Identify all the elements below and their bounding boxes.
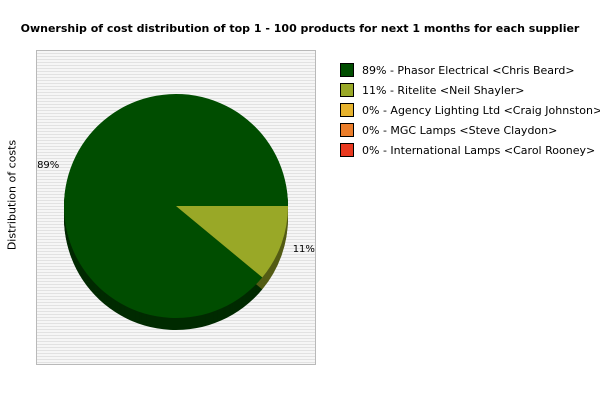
legend-swatch <box>340 63 354 77</box>
legend-label: 11% - Ritelite <Neil Shayler> <box>362 83 525 97</box>
chart-title: Ownership of cost distribution of top 1 … <box>20 22 580 35</box>
pie-chart: 89% 11% <box>37 94 315 331</box>
legend-label: 0% - Agency Lighting Ltd <Craig Johnston… <box>362 103 600 117</box>
legend-label: 0% - MGC Lamps <Steve Claydon> <box>362 123 558 137</box>
legend-item: 11% - Ritelite <Neil Shayler> <box>340 80 600 100</box>
legend-item: 0% - International Lamps <Carol Rooney> <box>340 140 600 160</box>
legend-item: 0% - Agency Lighting Ltd <Craig Johnston… <box>340 100 600 120</box>
legend-swatch <box>340 83 354 97</box>
slice-label: 11% <box>293 244 315 255</box>
legend-item: 89% - Phasor Electrical <Chris Beard> <box>340 60 600 80</box>
legend-item: 0% - MGC Lamps <Steve Claydon> <box>340 120 600 140</box>
legend: 89% - Phasor Electrical <Chris Beard> 11… <box>340 60 600 160</box>
slice-label: 89% <box>37 160 59 171</box>
legend-label: 89% - Phasor Electrical <Chris Beard> <box>362 63 575 77</box>
legend-swatch <box>340 123 354 137</box>
legend-label: 0% - International Lamps <Carol Rooney> <box>362 143 596 157</box>
plot-area: 89% 11% <box>36 50 316 365</box>
pie-slice <box>64 94 288 319</box>
pie-slice <box>176 206 288 278</box>
legend-swatch <box>340 103 354 117</box>
legend-swatch <box>340 143 354 157</box>
y-axis-label: Distribution of costs <box>5 139 19 251</box>
